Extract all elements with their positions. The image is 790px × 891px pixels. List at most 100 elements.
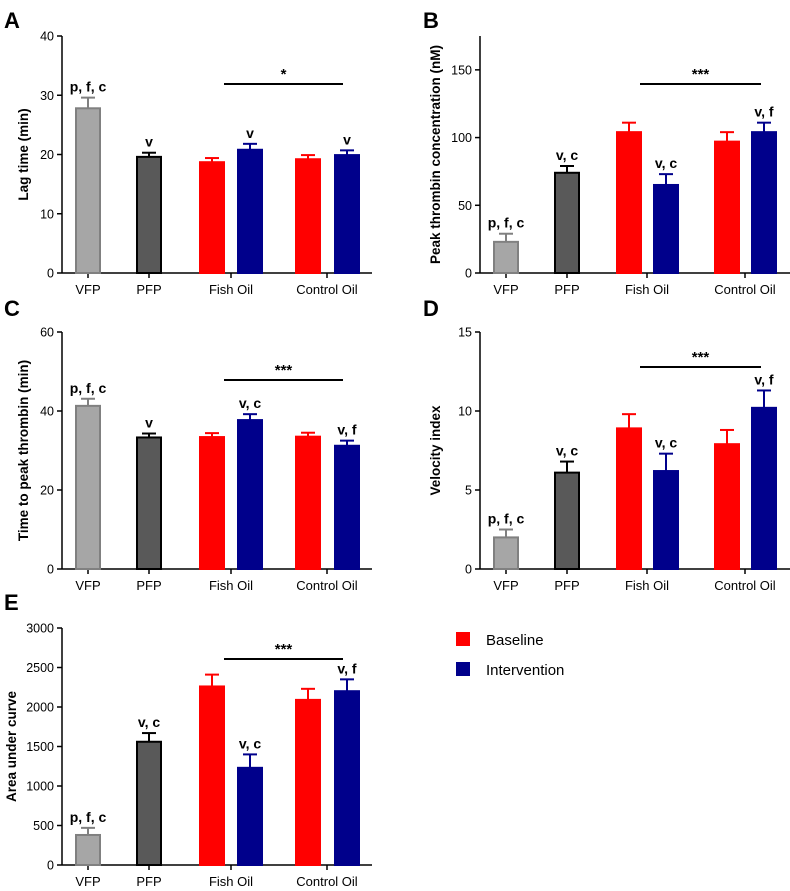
y-axis-label: Lag time (min) — [16, 108, 31, 200]
panel-letter-e: E — [4, 590, 19, 615]
bar-fish-oil-intervention — [653, 470, 679, 571]
x-tick-label: Fish Oil — [625, 578, 669, 593]
y-axis-label: Area under curve — [4, 690, 19, 802]
data-label-annotation: v, f — [754, 104, 774, 120]
y-tick-label: 10 — [40, 207, 54, 221]
panel-letter-a: A — [4, 8, 20, 33]
y-tick-label: 1500 — [26, 740, 54, 754]
bar-pfp-pfp — [554, 171, 580, 274]
significance-label: * — [281, 66, 287, 83]
x-tick-label: VFP — [75, 282, 100, 297]
significance-label: *** — [692, 349, 710, 366]
bar-fish-oil-baseline — [199, 685, 225, 867]
x-tick-label: VFP — [493, 282, 518, 297]
panel-b: B Peak thrombin concentration (nM) 0 50 100 1… — [423, 8, 790, 297]
bar-control-oil-baseline — [295, 158, 321, 275]
bar-control-oil-baseline — [295, 435, 321, 570]
panel-letter-d: D — [423, 296, 439, 321]
data-label-annotation: v, c — [655, 155, 678, 171]
legend-label-intervention: Intervention — [486, 662, 564, 679]
bar-fish-oil-baseline — [616, 131, 642, 274]
bar-vfp-vfp — [75, 404, 101, 570]
y-tick-label: 0 — [465, 563, 472, 577]
bar-control-oil-intervention — [751, 131, 777, 274]
bar-vfp-vfp — [493, 240, 519, 274]
bar-pfp-pfp — [136, 436, 162, 570]
y-axis-label: Peak thrombin concentration (nM) — [428, 45, 443, 264]
legend-swatch-baseline — [456, 632, 470, 646]
y-tick-label: 1000 — [26, 780, 54, 794]
x-tick-label: Control Oil — [296, 874, 358, 889]
data-label-annotation: v, c — [556, 443, 579, 459]
y-tick-label: 3000 — [26, 622, 54, 636]
bar-fish-oil-intervention — [237, 148, 263, 274]
legend: Baseline Intervention — [456, 632, 564, 679]
x-tick-label: Control Oil — [296, 578, 358, 593]
data-label-annotation: v — [145, 134, 153, 150]
data-label-annotation: v — [145, 415, 153, 431]
x-tick-label: Control Oil — [714, 282, 776, 297]
y-tick-label: 15 — [458, 326, 472, 340]
bar-control-oil-intervention — [334, 690, 360, 867]
data-label-annotation: v, c — [556, 147, 579, 163]
data-label-annotation: v, c — [239, 395, 262, 411]
y-tick-label: 500 — [33, 819, 54, 833]
x-tick-label: Fish Oil — [209, 578, 253, 593]
bar-fish-oil-intervention — [653, 183, 679, 275]
bar-control-oil-baseline — [295, 698, 321, 867]
y-tick-label: 40 — [40, 405, 54, 419]
y-tick-label: 20 — [40, 148, 54, 162]
x-tick-label: VFP — [493, 578, 518, 593]
y-tick-label: 50 — [458, 199, 472, 213]
data-label-annotation: v — [343, 131, 351, 147]
data-label-annotation: v — [246, 125, 254, 141]
y-tick-label: 30 — [40, 89, 54, 103]
bar-fish-oil-intervention — [237, 419, 263, 570]
bar-pfp-pfp — [136, 740, 162, 867]
panel-letter-c: C — [4, 296, 20, 321]
bar-vfp-vfp — [493, 536, 519, 571]
x-tick-label: Fish Oil — [625, 282, 669, 297]
significance-label: *** — [275, 362, 293, 379]
significance-label: *** — [275, 641, 293, 658]
x-tick-label: PFP — [554, 282, 579, 297]
bar-vfp-vfp — [75, 833, 101, 866]
bar-fish-oil-baseline — [199, 161, 225, 274]
y-tick-label: 2000 — [26, 701, 54, 715]
y-tick-label: 0 — [47, 563, 54, 577]
x-tick-label: VFP — [75, 578, 100, 593]
bar-vfp-vfp — [75, 107, 101, 274]
data-label-annotation: p, f, c — [488, 511, 525, 527]
x-tick-label: PFP — [136, 282, 161, 297]
data-label-annotation: p, f, c — [70, 809, 107, 825]
y-axis-label: Time to peak thrombin (min) — [16, 360, 31, 541]
data-label-annotation: p, f, c — [488, 215, 525, 231]
bar-fish-oil-baseline — [199, 436, 225, 570]
panel-letter-b: B — [423, 8, 439, 33]
y-tick-label: 10 — [458, 405, 472, 419]
bar-pfp-pfp — [136, 155, 162, 274]
bar-control-oil-baseline — [714, 443, 740, 570]
x-tick-label: VFP — [75, 874, 100, 889]
y-tick-label: 2500 — [26, 661, 54, 675]
x-tick-label: PFP — [136, 578, 161, 593]
data-label-annotation: v, f — [337, 660, 357, 676]
panel-c: C Time to peak thrombin (min) 0 20 40 60 VFP PF… — [4, 296, 372, 593]
y-tick-label: 0 — [465, 267, 472, 281]
y-tick-label: 20 — [40, 484, 54, 498]
significance-label: *** — [692, 66, 710, 83]
bar-control-oil-intervention — [751, 406, 777, 570]
x-tick-label: Control Oil — [296, 282, 358, 297]
bar-control-oil-intervention — [334, 154, 360, 274]
panel-a: A Lag time (min) 0 10 20 30 40 VFP PFP Fish Oil Co… — [4, 8, 372, 297]
y-tick-label: 5 — [465, 484, 472, 498]
legend-swatch-intervention — [456, 662, 470, 676]
data-label-annotation: v, c — [655, 435, 678, 451]
bar-control-oil-intervention — [334, 444, 360, 571]
data-label-annotation: v, c — [239, 735, 262, 751]
y-tick-label: 100 — [451, 131, 472, 145]
x-tick-label: Control Oil — [714, 578, 776, 593]
x-tick-label: PFP — [136, 874, 161, 889]
bar-pfp-pfp — [554, 471, 580, 570]
